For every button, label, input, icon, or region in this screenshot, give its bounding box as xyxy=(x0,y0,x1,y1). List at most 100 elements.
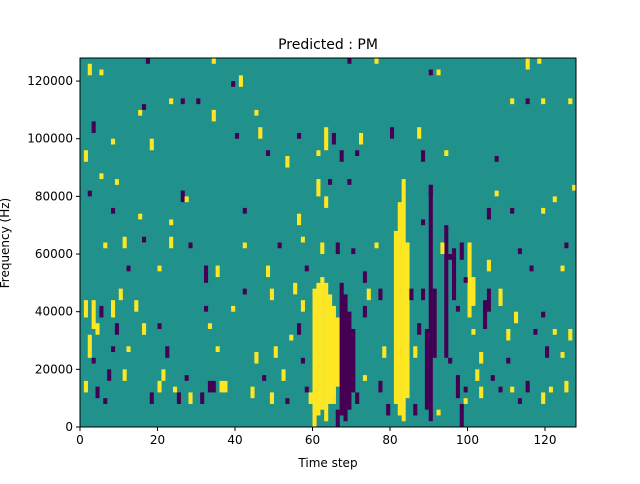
heatmap-cell-high xyxy=(157,380,162,393)
heatmap-cell-high xyxy=(293,282,298,295)
heatmap-cell-high xyxy=(413,346,418,358)
heatmap-cell-high xyxy=(142,323,147,335)
heatmap-cell-low xyxy=(91,357,96,364)
heatmap-cell-high xyxy=(548,386,553,393)
heatmap-cell-low xyxy=(463,386,468,393)
heatmap-cell-low xyxy=(347,58,352,64)
heatmap-cell-high xyxy=(87,63,92,76)
heatmap-cell-high xyxy=(552,196,557,203)
heatmap-cells xyxy=(83,58,577,428)
heatmap-cell-low xyxy=(486,288,491,312)
heatmap-cell-low xyxy=(378,288,383,301)
heatmap-cell-low xyxy=(417,323,422,335)
heatmap-cell-high xyxy=(331,398,336,404)
x-axis: 0 20 40 60 80 100 120 xyxy=(76,427,556,447)
heatmap-cell-high xyxy=(173,386,178,393)
heatmap-cell-high xyxy=(498,288,503,306)
heatmap-cell-low xyxy=(494,156,499,162)
heatmap-cell-high xyxy=(169,236,174,249)
heatmap-cell-high xyxy=(475,369,480,381)
heatmap-cell-low xyxy=(328,179,333,185)
y-tick-label: 100000 xyxy=(27,132,73,146)
heatmap-cell-low xyxy=(285,398,290,404)
heatmap-cell-high xyxy=(316,282,321,416)
heatmap-cell-high xyxy=(269,288,274,301)
heatmap-cell-high xyxy=(254,352,259,364)
heatmap-cell-low xyxy=(91,121,96,133)
heatmap-cell-low xyxy=(297,323,302,335)
heatmap-cell-low xyxy=(107,369,112,381)
heatmap-cell-high xyxy=(405,242,410,399)
x-tick-label: 100 xyxy=(456,433,479,447)
chart-title: Predicted : PM xyxy=(278,37,378,53)
heatmap-cell-low xyxy=(424,328,429,410)
heatmap-cell-high xyxy=(285,156,290,168)
heatmap-cell-low xyxy=(304,386,309,393)
heatmap-cell-high xyxy=(231,305,236,312)
heatmap-cell-low xyxy=(335,242,340,255)
heatmap-cell-high xyxy=(207,323,212,329)
heatmap-cell-high xyxy=(320,277,325,410)
heatmap-cell-low xyxy=(207,380,212,393)
heatmap-cell-high xyxy=(95,323,100,335)
heatmap-cell-high xyxy=(552,328,557,335)
heatmap-cell-low xyxy=(413,403,418,416)
heatmap-cell-low xyxy=(343,294,348,422)
heatmap-cell-high xyxy=(494,190,499,197)
x-tick-label: 80 xyxy=(382,433,397,447)
heatmap-cell-high xyxy=(525,58,530,70)
heatmap-cell-low xyxy=(541,311,546,318)
heatmap-cell-low xyxy=(126,265,131,272)
heatmap-cell-high xyxy=(242,242,247,249)
heatmap-cell-high xyxy=(223,380,228,393)
heatmap-cell-high xyxy=(114,179,119,185)
heatmap-cell-high xyxy=(118,288,123,301)
heatmap-cell-low xyxy=(517,398,522,404)
heatmap-cell-high xyxy=(269,392,274,404)
heatmap-cell-low xyxy=(242,288,247,295)
heatmap-cell-low xyxy=(428,184,433,197)
heatmap-cell-high xyxy=(324,196,329,208)
heatmap-cell-low xyxy=(564,242,569,249)
heatmap-cell-low xyxy=(455,305,460,312)
heatmap-cell-low xyxy=(184,375,189,381)
heatmap-cell-high xyxy=(138,109,143,116)
heatmap-cell-high xyxy=(568,328,573,341)
heatmap-cell-low xyxy=(176,392,181,404)
heatmap-cell-low xyxy=(339,282,344,416)
heatmap-cell-low xyxy=(498,386,503,393)
heatmap-cell-low xyxy=(180,190,185,203)
heatmap-cell-low xyxy=(448,357,453,364)
y-tick-label: 80000 xyxy=(35,189,73,203)
heatmap-cell-high xyxy=(510,98,515,105)
heatmap-cell-low xyxy=(149,392,154,404)
heatmap-cell-low xyxy=(525,380,530,393)
heatmap-cell-high xyxy=(122,236,127,249)
heatmap-cell-high xyxy=(134,300,139,312)
heatmap-cell-low xyxy=(355,150,360,157)
heatmap-cell-high xyxy=(111,300,116,318)
heatmap-cell-high xyxy=(308,392,313,404)
heatmap-cell-high xyxy=(541,392,546,404)
y-axis: 0 20000 40000 60000 80000 100000 120000 xyxy=(27,74,80,434)
heatmap-cell-high xyxy=(541,98,546,105)
heatmap-cell-low xyxy=(421,150,426,162)
heatmap-cell-high xyxy=(479,352,484,364)
heatmap-cell-low xyxy=(95,386,100,399)
heatmap-cell-low xyxy=(432,288,437,358)
heatmap-cell-high xyxy=(211,109,216,122)
heatmap-cell-high xyxy=(316,179,321,197)
y-axis-label: Frequency (Hz) xyxy=(0,198,12,289)
heatmap-cell-low xyxy=(347,179,352,185)
heatmap-cell-high xyxy=(471,328,476,335)
heatmap-cell-low xyxy=(157,323,162,329)
heatmap-cell-low xyxy=(428,69,433,76)
heatmap-cell-high xyxy=(374,58,379,64)
heatmap-cell-high xyxy=(560,352,565,358)
heatmap-cell-high xyxy=(126,346,131,353)
heatmap-cell-high xyxy=(254,109,259,116)
heatmap-cell-low xyxy=(409,288,414,301)
heatmap-cell-high xyxy=(211,58,216,64)
x-tick-label: 60 xyxy=(305,433,320,447)
